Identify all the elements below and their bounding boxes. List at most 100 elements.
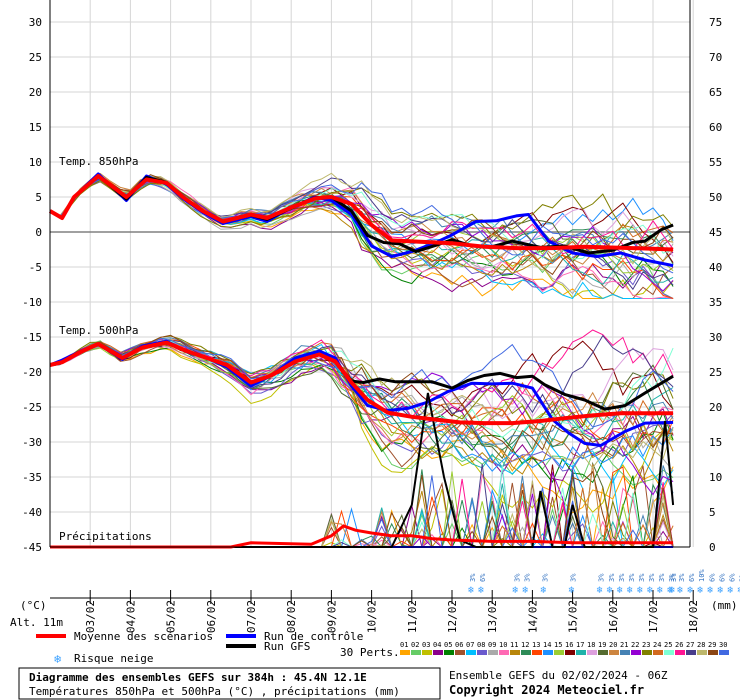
pert-color-swatch bbox=[675, 650, 685, 655]
pert-number-label: 04 bbox=[433, 641, 441, 649]
date-tick-label: 06/02 bbox=[205, 600, 218, 633]
left-tick-label: -25 bbox=[22, 401, 42, 414]
pert-color-swatch bbox=[510, 650, 520, 655]
left-tick-label: -20 bbox=[22, 366, 42, 379]
pert-number-label: 09 bbox=[488, 641, 496, 649]
legend-mean-label: Moyenne des scénarios bbox=[74, 630, 213, 643]
pert-color-swatch bbox=[543, 650, 553, 655]
pert-color-swatch bbox=[609, 650, 619, 655]
pert-color-swatch bbox=[653, 650, 663, 655]
pert-color-swatch bbox=[521, 650, 531, 655]
mean-t500-line bbox=[49, 340, 674, 426]
snowflake-icon: ❄ bbox=[597, 585, 604, 596]
snow-percent-label: 6% bbox=[479, 573, 487, 582]
pert-color-swatch bbox=[422, 650, 432, 655]
left-tick-label: -10 bbox=[22, 296, 42, 309]
footer-copyright: Copyright 2024 Meteociel.fr bbox=[449, 683, 644, 697]
snow-percent-label: 3% bbox=[541, 573, 549, 582]
snow-percent-label: 3% bbox=[648, 573, 656, 582]
left-tick-label: -45 bbox=[22, 541, 42, 554]
date-tick-label: 17/02 bbox=[647, 600, 660, 633]
pert-number-label: 18 bbox=[587, 641, 595, 649]
snow-percent-label: 3% bbox=[608, 573, 616, 582]
right-tick-label: 5 bbox=[709, 506, 716, 519]
snow-percent-label: 6% bbox=[728, 573, 736, 582]
snowflake-icon: ❄ bbox=[647, 585, 654, 596]
pert-color-swatch bbox=[576, 650, 586, 655]
date-tick-label: 09/02 bbox=[325, 600, 338, 633]
snow-risk-row: 3%❄6%❄3%❄3%❄3%❄3%❄3%❄3%❄3%❄3%❄3%❄3%❄3%❄3… bbox=[468, 569, 740, 596]
pert-number-label: 28 bbox=[697, 641, 705, 649]
pert-color-swatch bbox=[400, 650, 410, 655]
pert-color-swatch bbox=[444, 650, 454, 655]
pert-line bbox=[49, 172, 674, 271]
axes: 302520151050-5-10-15-20-25-30-35-40-4575… bbox=[22, 0, 722, 633]
precip-label: Précipitations bbox=[59, 530, 152, 543]
left-tick-label: 15 bbox=[29, 121, 42, 134]
legend-control-label: Run de contrôle bbox=[264, 630, 363, 643]
snow-percent-label: 3% bbox=[738, 573, 740, 582]
left-tick-label: 10 bbox=[29, 156, 42, 169]
chart-text: Temp. 850hPa Temp. 500hPa Précipitations… bbox=[10, 155, 738, 629]
pert-number-label: 06 bbox=[455, 641, 463, 649]
left-unit-label: (°C) bbox=[20, 599, 47, 612]
pert-number-label: 03 bbox=[422, 641, 430, 649]
left-tick-label: 20 bbox=[29, 86, 42, 99]
pert-number-label: 07 bbox=[466, 641, 474, 649]
snow-percent-label: 3% bbox=[670, 573, 678, 582]
pert-line bbox=[49, 344, 674, 468]
right-tick-label: 35 bbox=[709, 296, 722, 309]
pert-color-legend: 01 02 03 04 05 06 07 08 09 10 11 12 13 14 15 16 17 18 19 20… bbox=[400, 641, 729, 655]
snow-percent-label: 6% bbox=[708, 573, 716, 582]
date-tick-label: 03/02 bbox=[84, 600, 97, 633]
t500-label: Temp. 500hPa bbox=[59, 324, 138, 337]
pert-color-swatch bbox=[466, 650, 476, 655]
left-tick-label: -35 bbox=[22, 471, 42, 484]
snowflake-icon: ❄ bbox=[468, 585, 475, 596]
right-tick-label: 70 bbox=[709, 51, 722, 64]
right-tick-label: 65 bbox=[709, 86, 722, 99]
snow-percent-label: 6% bbox=[718, 573, 726, 582]
snowflake-icon: ❄ bbox=[569, 585, 576, 596]
pert-color-swatch bbox=[686, 650, 696, 655]
right-tick-label: 20 bbox=[709, 401, 722, 414]
altitude-label: Alt. 11m bbox=[10, 616, 63, 629]
snowflake-icon: ❄ bbox=[737, 585, 740, 596]
pert-color-swatch bbox=[499, 650, 509, 655]
snowflake-icon: ❄ bbox=[478, 585, 485, 596]
pert-number-label: 27 bbox=[686, 641, 694, 649]
pert-number-label: 15 bbox=[554, 641, 562, 649]
snow-percent-label: 3% bbox=[618, 573, 626, 582]
pert-color-swatch bbox=[587, 650, 597, 655]
pert-color-swatch bbox=[433, 650, 443, 655]
left-tick-label: 30 bbox=[29, 16, 42, 29]
snow-percent-label: 3% bbox=[638, 573, 646, 582]
pert-number-label: 12 bbox=[521, 641, 529, 649]
pert-number-label: 08 bbox=[477, 641, 485, 649]
pert-number-label: 17 bbox=[576, 641, 584, 649]
date-tick-label: 16/02 bbox=[607, 600, 620, 633]
pert-number-label: 24 bbox=[653, 641, 661, 649]
pert-number-label: 26 bbox=[675, 641, 683, 649]
legend-perts-label: 30 Perts. bbox=[340, 646, 400, 659]
legend-snow-label: Risque neige bbox=[74, 652, 153, 665]
snow-percent-label: 6% bbox=[688, 573, 696, 582]
pert-number-label: 02 bbox=[411, 641, 419, 649]
snow-percent-label: 10% bbox=[698, 569, 706, 582]
pert-line bbox=[49, 174, 674, 276]
date-tick-label: 12/02 bbox=[446, 600, 459, 633]
left-tick-label: -15 bbox=[22, 331, 42, 344]
left-tick-label: 0 bbox=[35, 226, 42, 239]
pert-number-label: 19 bbox=[598, 641, 606, 649]
legend-gfs-label: Run GFS bbox=[264, 640, 310, 653]
pert-color-swatch bbox=[719, 650, 729, 655]
snowflake-icon: ❄ bbox=[607, 585, 614, 596]
date-tick-label: 11/02 bbox=[406, 600, 419, 633]
snow-percent-label: 3% bbox=[598, 573, 606, 582]
snowflake-icon: ❄ bbox=[677, 585, 684, 596]
date-tick-label: 08/02 bbox=[285, 600, 298, 633]
left-tick-label: -5 bbox=[29, 261, 42, 274]
right-tick-label: 30 bbox=[709, 331, 722, 344]
